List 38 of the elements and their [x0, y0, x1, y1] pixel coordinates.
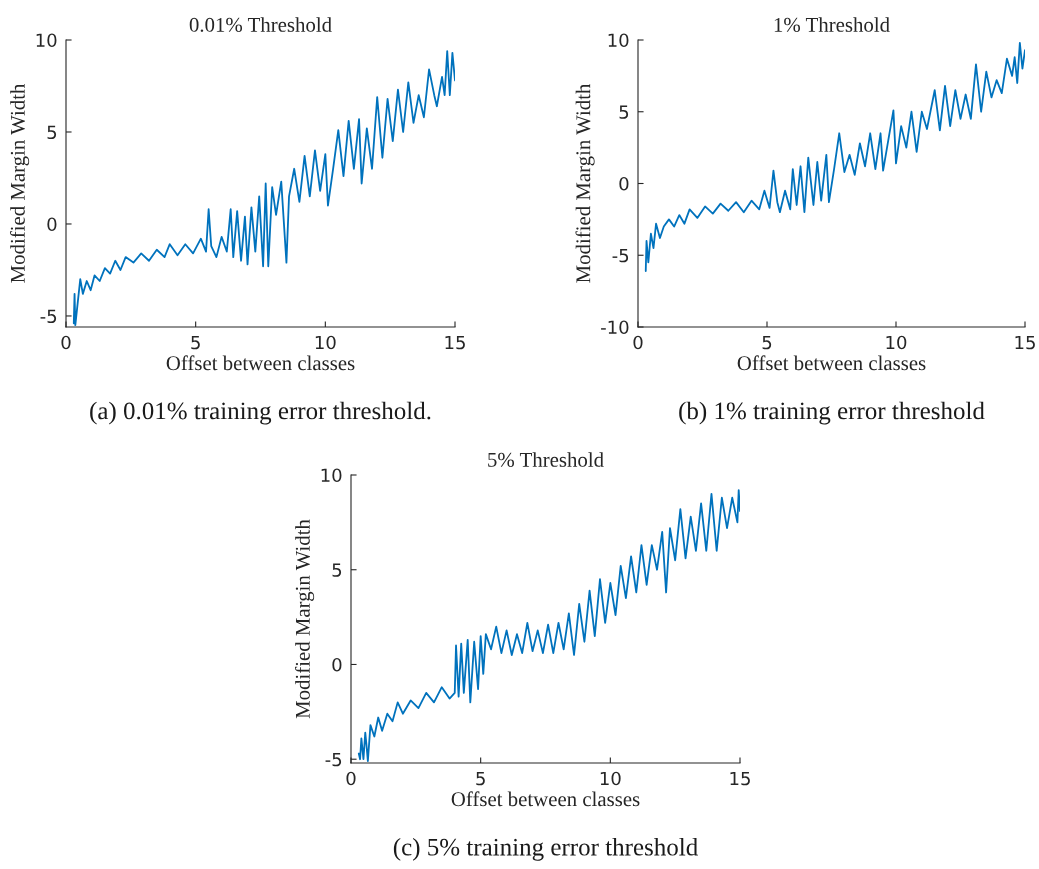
y-tick-label: -5 — [40, 309, 57, 324]
y-tick-label: 0 — [619, 176, 629, 191]
chart-title: 1% Threshold — [774, 17, 890, 32]
x-tick-label: 0 — [61, 335, 71, 350]
text: (a) 0.01% training error threshold. — [90, 401, 431, 425]
x-tick-label: 15 — [1015, 335, 1035, 350]
x-tick-label: 5 — [476, 771, 485, 786]
y-tick-label: 0 — [332, 657, 342, 672]
y-axis-title: Modified Margin Width — [575, 83, 595, 283]
y-tick-label: -10 — [601, 320, 629, 335]
x-axis-title: Offset between classes — [451, 791, 640, 807]
y-tick-label: 5 — [332, 563, 342, 577]
chart-title: 5% Threshold — [488, 452, 604, 467]
x-tick-label: 0 — [346, 771, 356, 786]
line-series — [357, 489, 740, 763]
y-tick-label: 0 — [47, 217, 57, 232]
y-axis-title: Modified Margin Width — [294, 519, 315, 719]
y-tick-label: -5 — [325, 752, 342, 767]
x-tick-label: 5 — [762, 335, 772, 350]
y-tick-label: 10 — [608, 33, 629, 48]
x-tick-label: 0 — [633, 335, 643, 350]
line-series — [644, 41, 1025, 272]
y-tick-label: 10 — [36, 33, 57, 48]
y-tick-label: 10 — [321, 468, 342, 483]
x-tick-label: 5 — [191, 335, 200, 350]
x-axis-title: Offset between classes — [166, 355, 355, 371]
y-tick-label: 5 — [47, 125, 57, 140]
x-axis-title: Offset between classes — [737, 355, 926, 371]
x-tick-label: 15 — [445, 335, 465, 350]
line-series — [72, 50, 455, 327]
chart-title: 0.01% Threshold — [189, 17, 332, 32]
y-axis-title: Modified Margin Width — [9, 83, 30, 283]
text: (b) 1% training error threshold — [679, 401, 985, 425]
text: (c) 5% training error threshold — [393, 838, 698, 861]
y-tick-label: -5 — [612, 248, 629, 263]
y-tick-label: 5 — [619, 105, 629, 119]
x-tick-label: 10 — [886, 335, 907, 350]
x-tick-label: 15 — [730, 771, 750, 786]
